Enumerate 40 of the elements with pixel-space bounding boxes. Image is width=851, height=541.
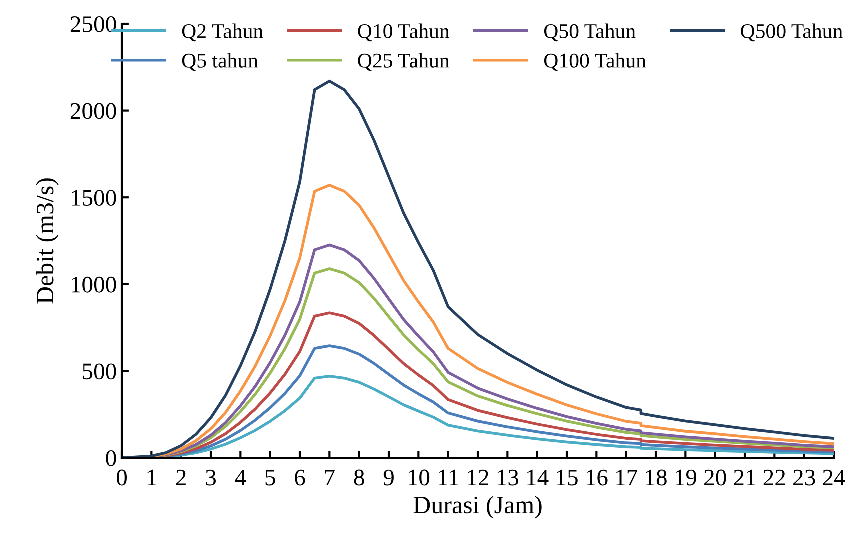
- x-tick-label: 24: [823, 470, 846, 486]
- y-tick-label: 2500: [70, 16, 116, 32]
- x-tick-label: 4: [235, 470, 246, 486]
- y-tick-label: 0: [106, 450, 116, 466]
- y-tick-label: 1000: [72, 276, 116, 293]
- x-tick-label: 15: [557, 470, 578, 486]
- x-tick-label: 23: [794, 470, 816, 486]
- x-tick-label: 20: [704, 470, 726, 486]
- x-tick-label: 14: [528, 470, 549, 486]
- legend-label: Q2 Tahun: [182, 24, 264, 42]
- x-axis-title: Durasi (Jam): [414, 496, 542, 519]
- x-tick-label: 16: [586, 470, 608, 486]
- x-tick-label: 13: [498, 470, 519, 486]
- x-tick-label: 8: [354, 470, 364, 486]
- x-tick-label: 7: [325, 470, 335, 486]
- x-tick-label: 3: [206, 470, 216, 486]
- x-tick-label: 17: [616, 470, 638, 486]
- x-tick-label: 2: [176, 470, 186, 486]
- x-tick-label: 9: [384, 470, 394, 486]
- x-tick-label: 11: [439, 470, 458, 486]
- x-tick-label: 5: [266, 470, 276, 486]
- x-tick-label: 1: [148, 470, 156, 486]
- legend-label: Q25 Tahun: [358, 53, 450, 72]
- y-axis-title: Debit (m3/s): [36, 178, 59, 304]
- x-tick-label: 12: [468, 470, 489, 486]
- legend-label: Q50 Tahun: [544, 24, 636, 42]
- y-tick-label: 1500: [72, 190, 116, 206]
- legend-label: Q500 Tahun: [741, 24, 843, 42]
- x-tick-label: 18: [646, 470, 667, 486]
- y-tick-label: 500: [83, 364, 116, 380]
- legend-label: Q5 tahun: [182, 53, 258, 72]
- x-tick-label: 22: [764, 470, 786, 486]
- x-tick-label: 10: [408, 470, 430, 486]
- y-tick-label: 2000: [70, 103, 116, 120]
- legend-label: Q100 Tahun: [544, 53, 646, 72]
- x-tick-label: 6: [295, 470, 306, 486]
- x-tick-label: 0: [116, 470, 128, 486]
- x-tick-label: 21: [734, 470, 756, 486]
- x-tick-label: 19: [676, 470, 697, 486]
- legend-label: Q10 Tahun: [358, 24, 450, 42]
